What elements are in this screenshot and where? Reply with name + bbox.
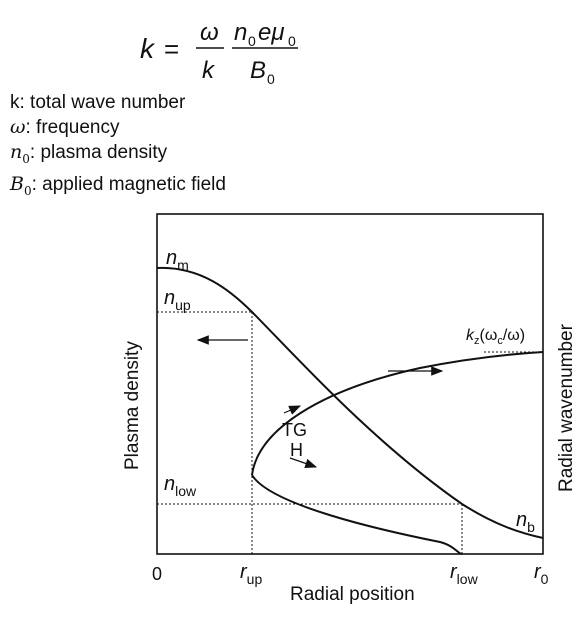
definition-k: k: total wave number: [10, 92, 186, 113]
definition-n0: n0: plasma density: [10, 141, 168, 166]
plasma-density-diagram: nm nup nlow nb TG H kz(ωc/ω) 0 rup rlow …: [122, 213, 577, 605]
kz-label: kz(ωc/ω): [466, 327, 525, 347]
formula-e-mu: eμ: [258, 19, 285, 46]
definition-omega: ω: frequency: [10, 116, 120, 138]
formula-mu-sub: 0: [288, 33, 296, 49]
n-up-label: nup: [164, 287, 191, 313]
formula-n-sub: 0: [248, 33, 256, 49]
h-branch-curve: [251, 474, 463, 555]
formula-equals: =: [164, 34, 179, 64]
density-profile-curve: [156, 266, 544, 539]
formula-omega: ω: [200, 19, 219, 46]
y-axis-title: Plasma density: [122, 341, 143, 470]
tg-arrow: [283, 405, 302, 415]
tg-branch-curve: [251, 351, 544, 476]
formula-lhs: k: [140, 33, 156, 64]
h-label: H: [290, 440, 303, 460]
h-arrow: [289, 457, 318, 469]
r0-label: r0: [534, 561, 549, 587]
formula-b-sub: 0: [267, 71, 275, 87]
r-up-label: rup: [240, 561, 262, 587]
n-b-label: nb: [516, 509, 535, 535]
formula-n: n: [234, 19, 247, 46]
right-axis-title: Radial wavenumber: [556, 323, 577, 492]
n-low-label: nlow: [164, 473, 197, 499]
r-low-label: rlow: [450, 561, 479, 587]
formula-b: B: [250, 57, 266, 84]
x-axis-title: Radial position: [290, 584, 415, 605]
origin-label: 0: [152, 564, 162, 584]
formula-k-denominator: k: [202, 57, 216, 84]
n-m-label: nm: [166, 247, 189, 273]
wave-number-formula: k = ω k n 0 eμ 0 B 0: [140, 19, 298, 87]
tg-label: TG: [282, 420, 307, 440]
plot-frame: [156, 213, 544, 555]
symbol-definitions: k: total wave number ω: frequency n0: pl…: [10, 90, 226, 204]
definition-b0: B0: applied magnetic field: [10, 172, 226, 198]
